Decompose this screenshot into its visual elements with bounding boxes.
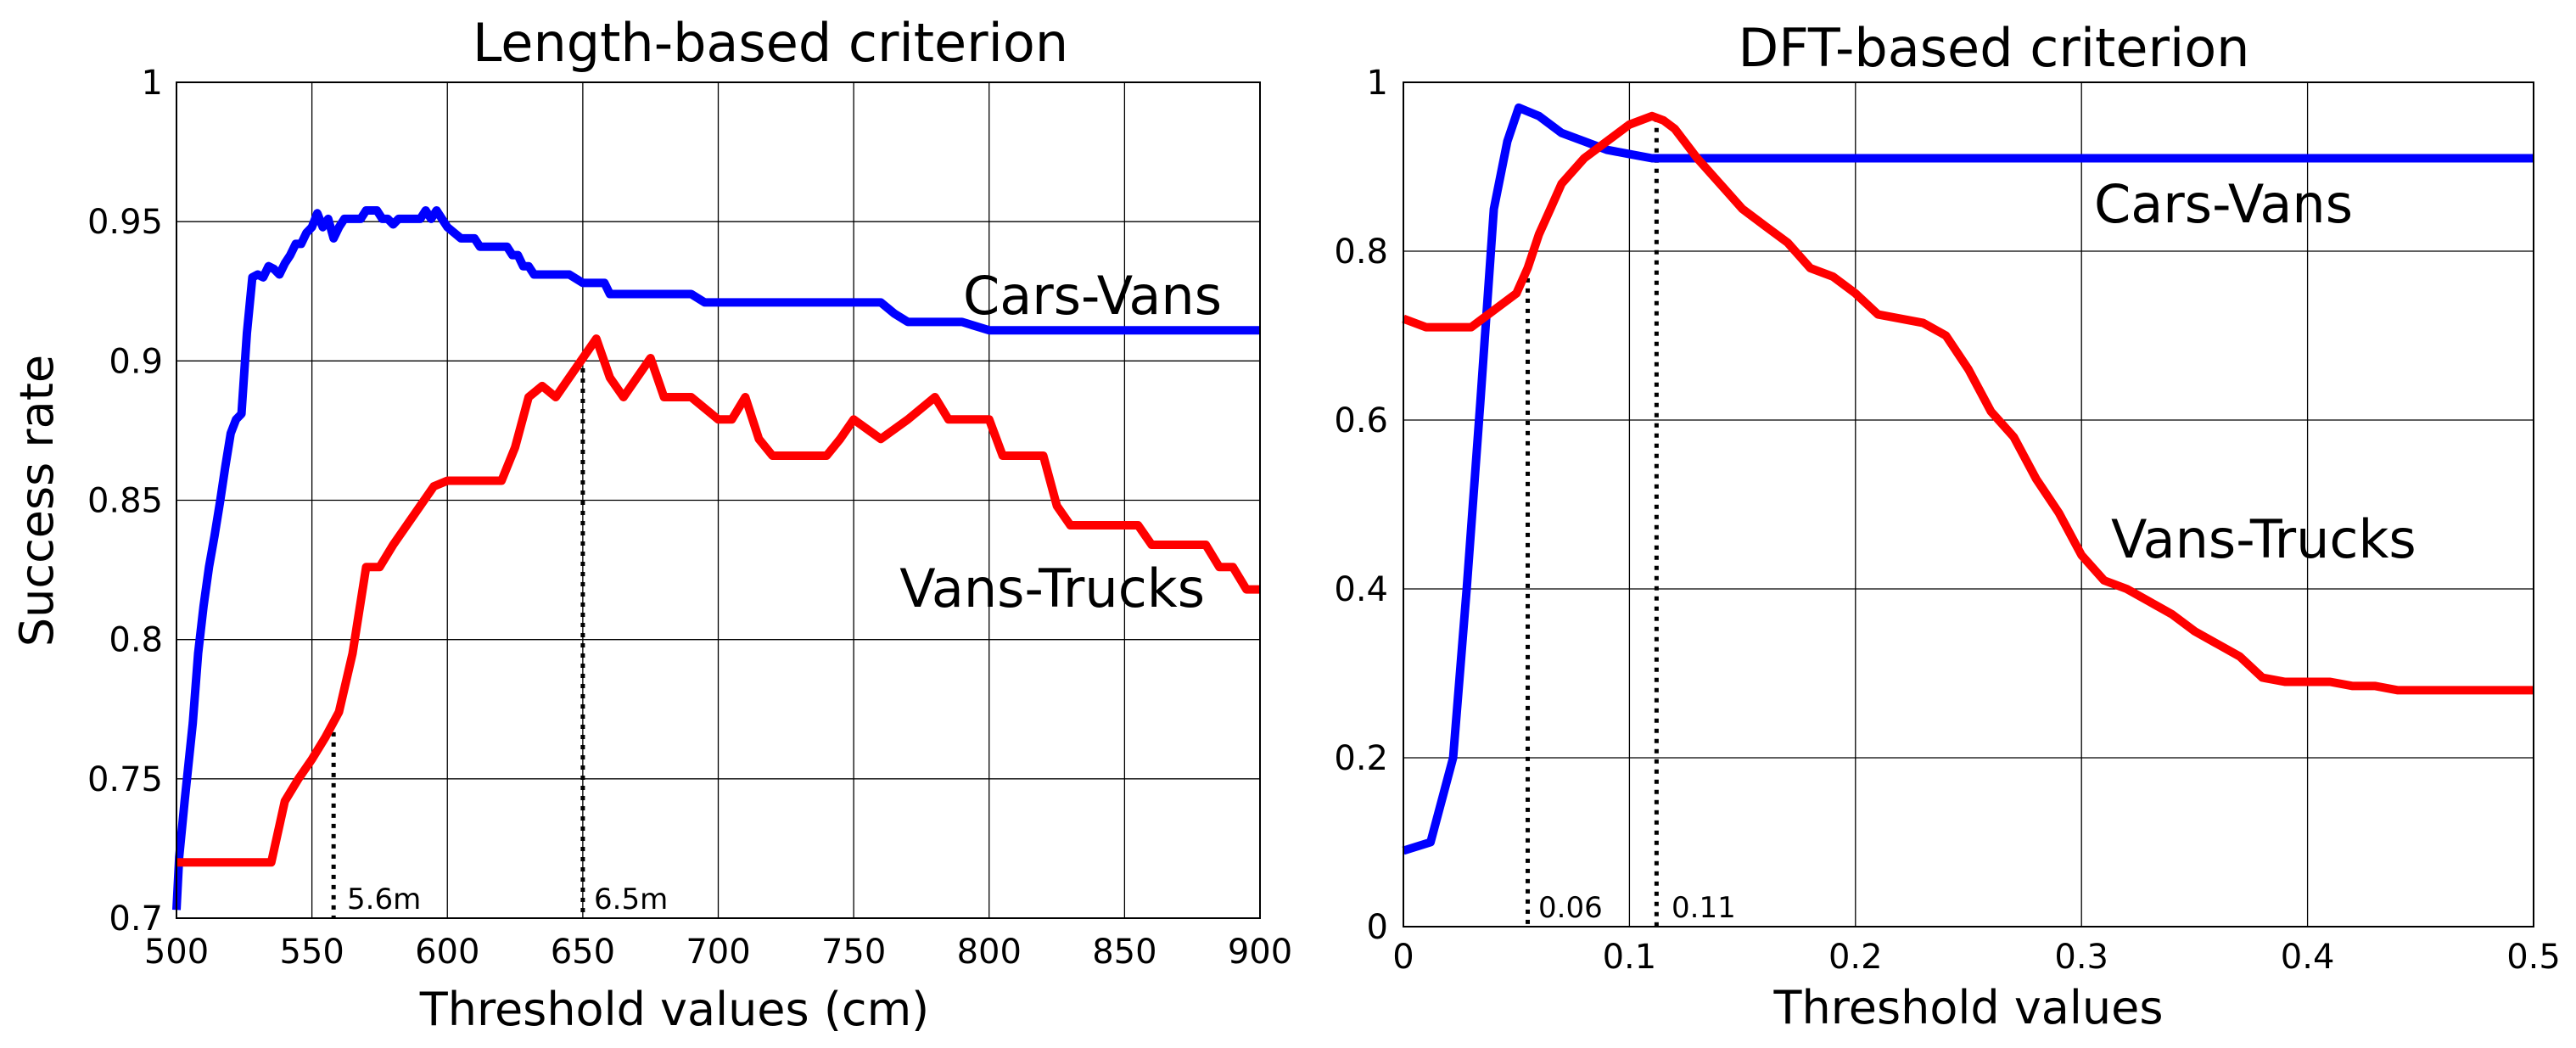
x-tick-label: 0.5 [2506, 938, 2561, 977]
y-tick-label: 0 [1367, 908, 1388, 947]
x-tick-label: 0 [1392, 938, 1414, 977]
y-tick-label: 0.85 [87, 482, 163, 521]
chart-title: Length-based criterion [473, 12, 1068, 74]
x-tick-labels: 500 550 600 650 700 750 800 850 900 [144, 933, 1292, 972]
x-tick-label: 0.2 [1828, 938, 1883, 977]
y-tick-label: 0.75 [87, 760, 163, 799]
x-tick-label: 800 [957, 933, 1022, 972]
x-tick-label: 900 [1228, 933, 1292, 972]
x-tick-label: 650 [551, 933, 615, 972]
plot-frame [176, 81, 1261, 919]
y-tick-label: 0.95 [87, 203, 163, 242]
threshold-markers [1526, 117, 1659, 927]
x-tick-label: 0.1 [1603, 938, 1657, 977]
cars-vans-series-label: Cars-Vans [963, 265, 1222, 327]
x-axis-label: Threshold values [1773, 981, 2164, 1034]
x-tick-label: 0.4 [2281, 938, 2335, 977]
y-tick-labels: 0.7 0.75 0.8 0.85 0.9 0.95 1 [87, 64, 163, 939]
series-lines [1402, 103, 2534, 855]
dft-based-chart: 0 0.1 0.2 0.3 0.4 0.5 0 0.2 0.4 0.6 0.8 1 DFT-base… [1334, 17, 2560, 1034]
x-tick-label: 500 [144, 933, 209, 972]
x-tick-label: 0.3 [2054, 938, 2108, 977]
threshold-markers [331, 358, 585, 918]
y-tick-labels: 0 0.2 0.4 0.6 0.8 1 [1334, 64, 1388, 947]
y-tick-label: 0.7 [109, 899, 163, 939]
y-tick-label: 0.9 [109, 342, 163, 381]
y-tick-label: 0.8 [109, 621, 163, 660]
x-tick-label: 550 [279, 933, 344, 972]
y-tick-label: 0.6 [1334, 401, 1388, 440]
vans-trucks-series-label: Vans-Trucks [899, 558, 1205, 619]
series-lines [172, 206, 1260, 911]
marker-label-0-06: 0.06 [1538, 891, 1603, 925]
length-based-chart: 500 550 600 650 700 750 800 850 900 0.70.750.80.… [10, 12, 1292, 1036]
x-tick-labels: 0 0.1 0.2 0.3 0.4 0.5 [1392, 938, 2561, 977]
cars-vans-series-label: Cars-Vans [2094, 173, 2353, 235]
x-tick-label: 600 [415, 933, 479, 972]
cars-vans-line [1402, 103, 2534, 855]
marker-label-5-6m: 5.6m [347, 883, 421, 916]
marker-label-0-11: 0.11 [1672, 891, 1736, 925]
vans-trucks-series-label: Vans-Trucks [2111, 508, 2416, 570]
y-tick-label: 1 [1367, 64, 1388, 103]
plot-frame [1403, 81, 2534, 928]
y-tick-label: 0.8 [1334, 233, 1388, 272]
cars-vans-line [172, 206, 1260, 911]
y-tick-label: 0.4 [1334, 570, 1388, 609]
marker-label-6-5m: 6.5m [594, 883, 668, 916]
y-tick-label: 1 [142, 64, 163, 103]
x-tick-label: 700 [686, 933, 750, 972]
vans-trucks-line [1402, 111, 2534, 695]
y-tick-label: 0.2 [1334, 739, 1388, 778]
x-tick-label: 750 [821, 933, 886, 972]
y-axis-label: Success rate [10, 355, 64, 647]
x-tick-label: 850 [1092, 933, 1156, 972]
vans-trucks-line [176, 334, 1260, 867]
chart-title: DFT-based criterion [1739, 17, 2250, 79]
x-axis-label: Threshold values (cm) [419, 983, 930, 1036]
